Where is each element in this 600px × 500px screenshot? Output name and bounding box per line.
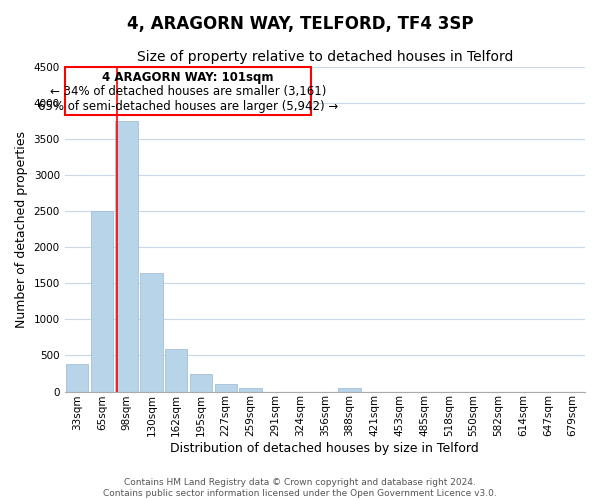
Bar — [65, 66, 311, 115]
Bar — [215, 384, 237, 392]
Bar — [66, 364, 88, 392]
Bar — [338, 388, 361, 392]
Bar — [115, 120, 138, 392]
Title: Size of property relative to detached houses in Telford: Size of property relative to detached ho… — [137, 50, 513, 64]
Bar — [190, 374, 212, 392]
Text: ← 34% of detached houses are smaller (3,161): ← 34% of detached houses are smaller (3,… — [50, 85, 326, 98]
Bar — [91, 211, 113, 392]
Text: 4 ARAGORN WAY: 101sqm: 4 ARAGORN WAY: 101sqm — [102, 70, 274, 84]
X-axis label: Distribution of detached houses by size in Telford: Distribution of detached houses by size … — [170, 442, 479, 455]
Text: 65% of semi-detached houses are larger (5,942) →: 65% of semi-detached houses are larger (… — [38, 100, 338, 112]
Y-axis label: Number of detached properties: Number of detached properties — [15, 130, 28, 328]
Text: 4, ARAGORN WAY, TELFORD, TF4 3SP: 4, ARAGORN WAY, TELFORD, TF4 3SP — [127, 15, 473, 33]
Bar — [239, 388, 262, 392]
Bar — [165, 349, 187, 392]
Bar — [140, 273, 163, 392]
Text: Contains HM Land Registry data © Crown copyright and database right 2024.
Contai: Contains HM Land Registry data © Crown c… — [103, 478, 497, 498]
